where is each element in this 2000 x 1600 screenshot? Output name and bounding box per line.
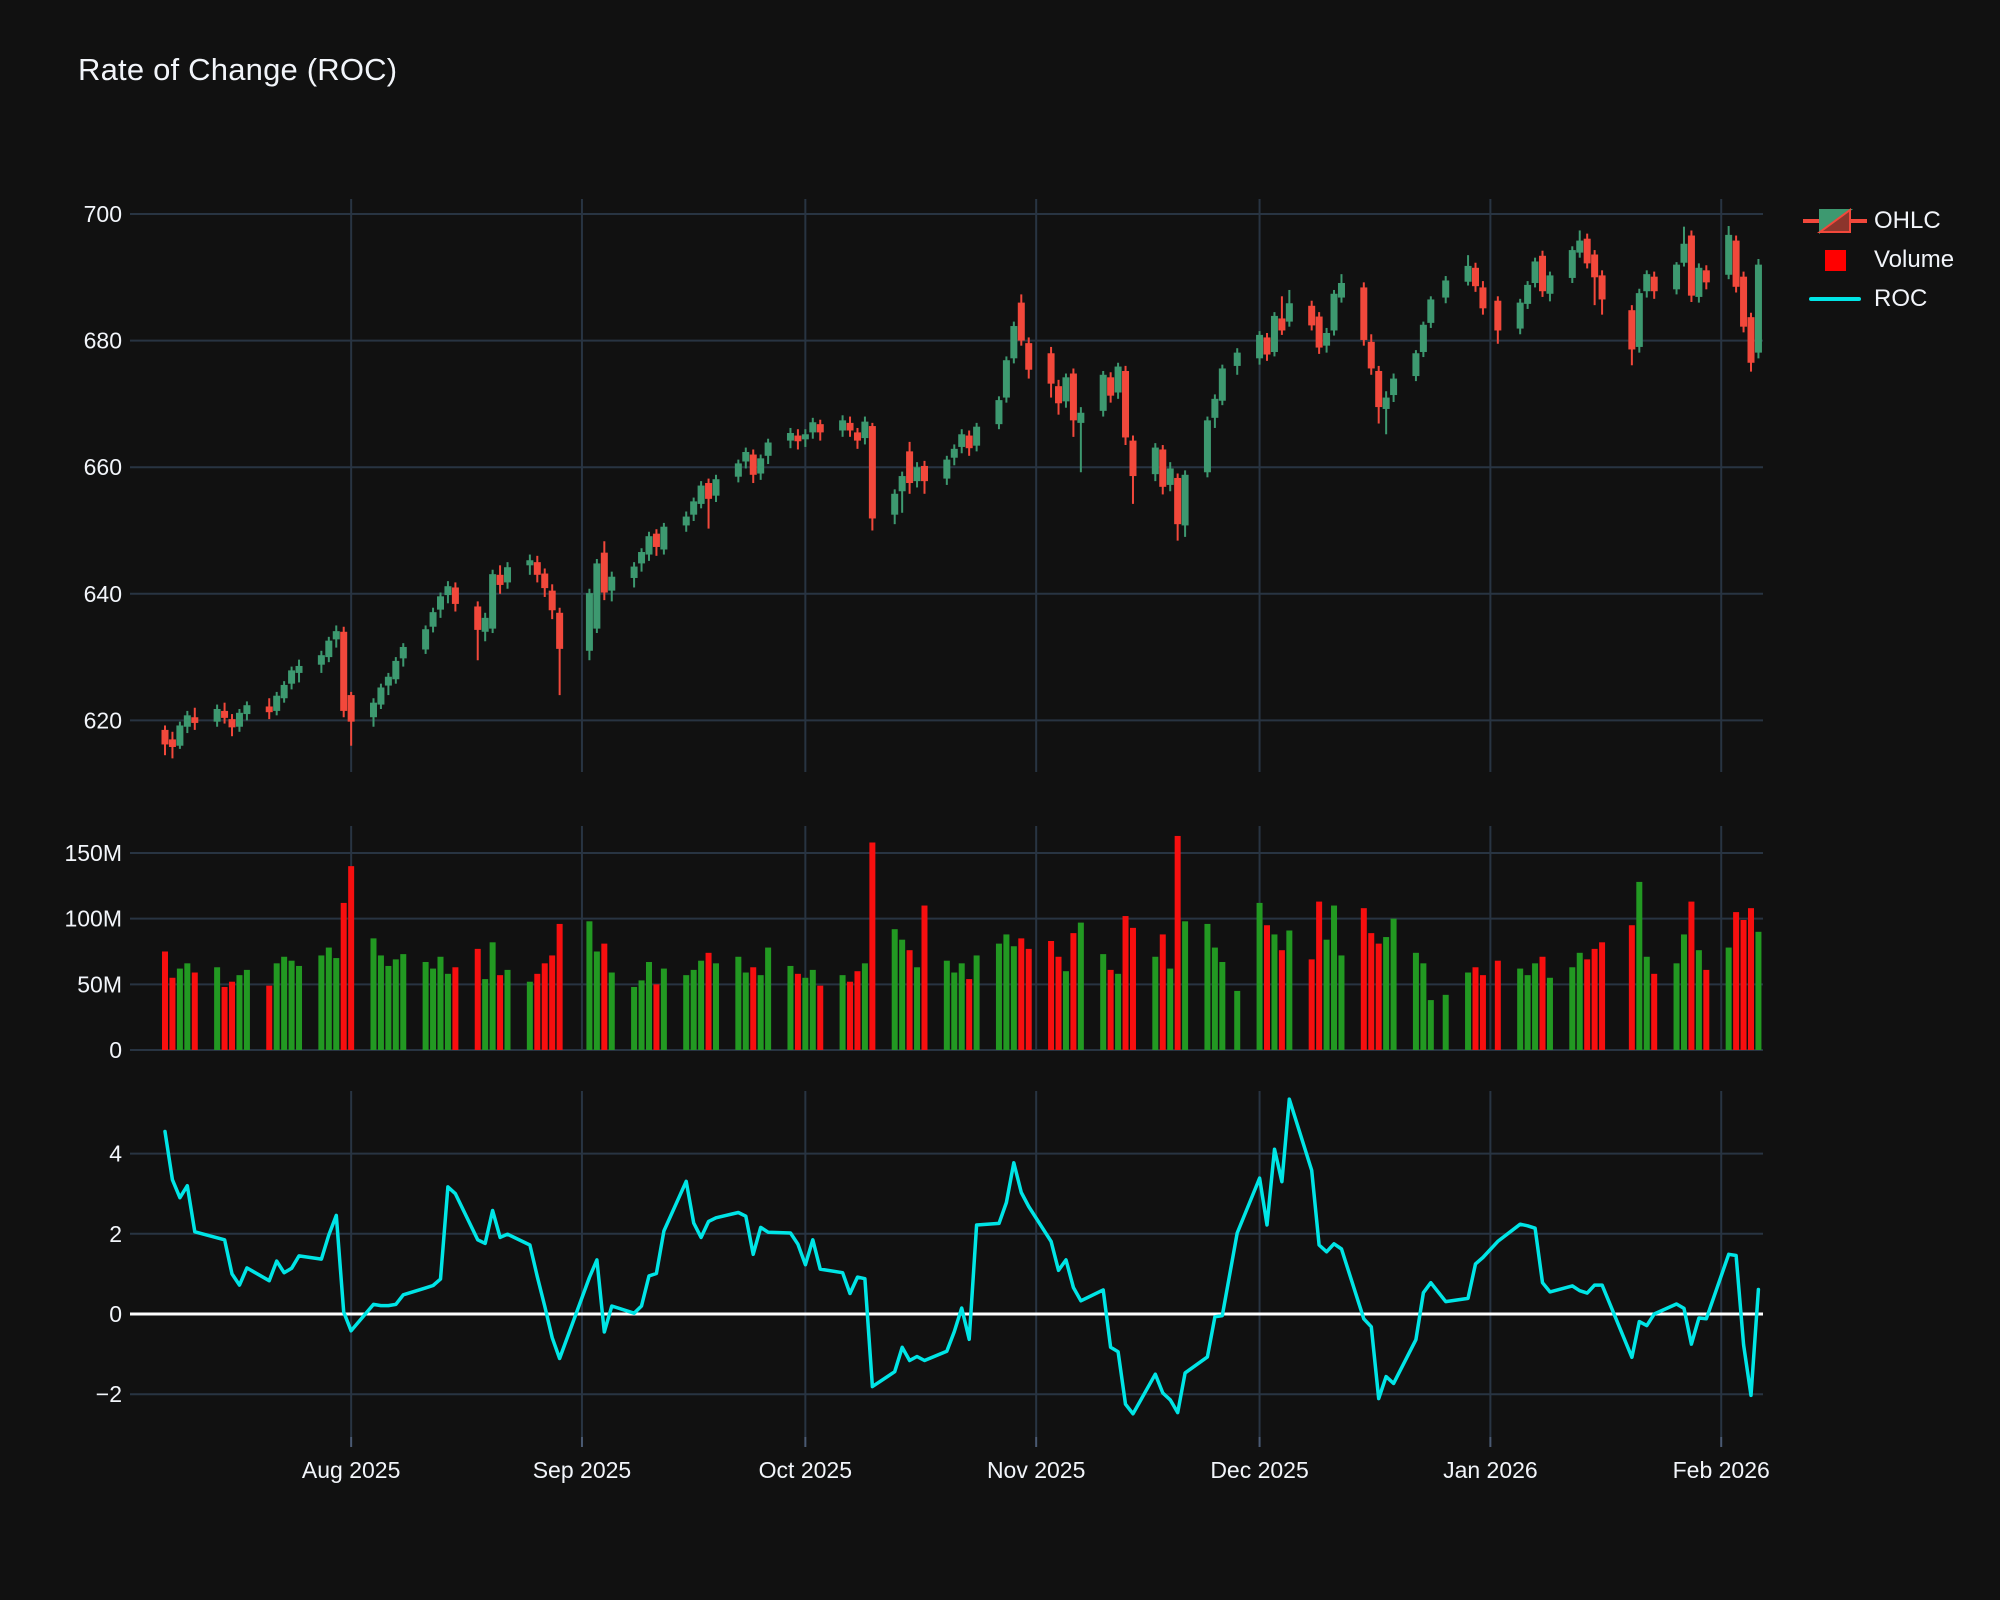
svg-text:Jan 2026: Jan 2026 xyxy=(1443,1457,1538,1483)
svg-text:680: 680 xyxy=(84,328,122,354)
roc-line-icon xyxy=(1800,297,1870,301)
svg-text:Dec 2025: Dec 2025 xyxy=(1210,1457,1308,1483)
svg-text:50M: 50M xyxy=(77,971,122,997)
volume-axis-tick-labels: 150M 100M 50M 0 xyxy=(64,840,122,1063)
ohlc-candle-icon xyxy=(1800,206,1870,236)
roc-line[interactable] xyxy=(163,1097,1761,1416)
svg-text:Feb 2026: Feb 2026 xyxy=(1673,1457,1770,1483)
volume-series[interactable] xyxy=(162,835,1762,1050)
chart-title: Rate of Change (ROC) xyxy=(78,52,398,87)
svg-text:Aug 2025: Aug 2025 xyxy=(302,1457,400,1483)
svg-text:0: 0 xyxy=(109,1037,122,1063)
svg-text:0: 0 xyxy=(109,1301,122,1327)
month-gridlines xyxy=(350,199,1723,1447)
volume-swatch-icon xyxy=(1800,249,1870,271)
roc-axis-tick-labels: 4 2 0 −2 xyxy=(96,1141,122,1408)
svg-text:700: 700 xyxy=(84,201,122,227)
price-axis-tick-labels: 700 680 660 640 620 xyxy=(84,201,122,733)
svg-text:Oct 2025: Oct 2025 xyxy=(759,1457,852,1483)
svg-text:640: 640 xyxy=(84,581,122,607)
svg-text:−2: −2 xyxy=(96,1381,122,1407)
legend-label-volume: Volume xyxy=(1874,246,1955,273)
svg-text:150M: 150M xyxy=(64,840,122,866)
ohlc-series[interactable] xyxy=(161,226,1762,759)
roc-axis-gridlines xyxy=(130,1152,1763,1396)
svg-text:2: 2 xyxy=(109,1221,122,1247)
svg-text:660: 660 xyxy=(84,454,122,480)
legend-label-ohlc: OHLC xyxy=(1874,207,1941,234)
svg-text:Nov 2025: Nov 2025 xyxy=(987,1457,1085,1483)
legend-item-volume[interactable]: Volume xyxy=(1800,245,1954,275)
svg-text:620: 620 xyxy=(84,707,122,733)
legend-label-roc: ROC xyxy=(1874,285,1928,312)
svg-text:100M: 100M xyxy=(64,906,122,932)
legend-item-roc[interactable]: ROC xyxy=(1800,284,1954,314)
legend-item-ohlc[interactable]: OHLC xyxy=(1800,206,1954,236)
chart-legend: OHLC Volume ROC xyxy=(1800,206,1954,314)
svg-text:Sep 2025: Sep 2025 xyxy=(533,1457,631,1483)
svg-text:4: 4 xyxy=(109,1141,122,1167)
x-axis-labels: Aug 2025 Sep 2025 Oct 2025 Nov 2025 Dec 2025… xyxy=(302,1457,1770,1483)
